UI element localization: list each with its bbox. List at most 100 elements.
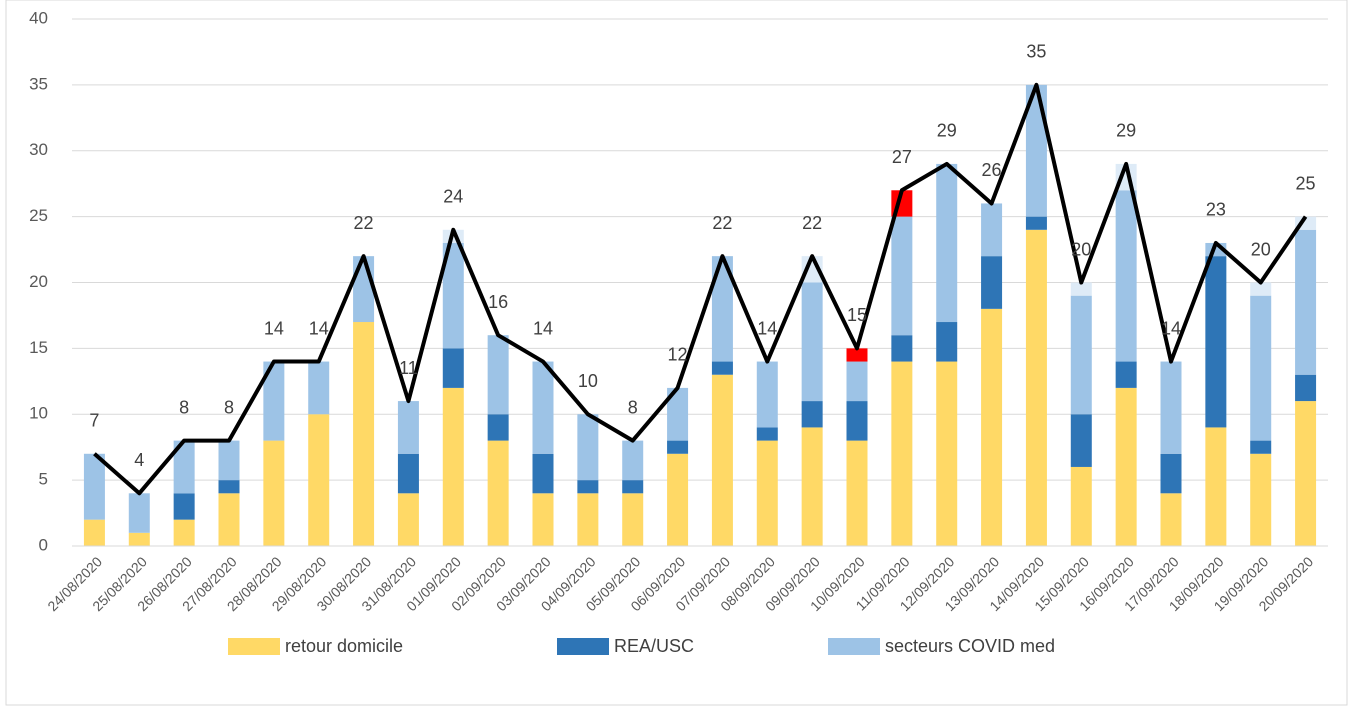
y-tick-label: 25 <box>29 206 48 225</box>
bar-segment <box>1295 374 1317 402</box>
bar-segment <box>711 361 733 375</box>
bar-segment <box>173 519 195 546</box>
data-label: 22 <box>354 213 374 233</box>
bar-segment <box>1070 295 1092 415</box>
data-label: 14 <box>757 318 777 338</box>
bar-segment <box>711 256 733 362</box>
frame <box>5 0 1348 706</box>
bar-segment <box>1025 84 1047 217</box>
bar-segment <box>1025 229 1047 547</box>
bar-segment <box>397 401 419 454</box>
y-tick-label: 0 <box>39 535 48 554</box>
data-label: 8 <box>628 397 638 417</box>
bar-segment <box>622 440 644 481</box>
y-tick-label: 30 <box>29 140 48 159</box>
data-label: 26 <box>982 160 1002 180</box>
data-label: 35 <box>1026 42 1046 62</box>
bar-segment <box>353 256 375 323</box>
data-label: 22 <box>802 213 822 233</box>
legend-swatch <box>228 638 280 655</box>
data-label: 12 <box>668 345 688 365</box>
bar-segment <box>1250 440 1272 454</box>
bar-segment <box>218 440 240 481</box>
y-tick-label: 40 <box>29 8 48 27</box>
data-label: 25 <box>1296 173 1316 193</box>
y-tick-label: 10 <box>29 404 48 423</box>
bar-segment <box>936 361 958 546</box>
bar-segment <box>487 414 509 441</box>
bar-segment <box>622 493 644 546</box>
bar-segment <box>891 216 913 336</box>
bar-segment <box>801 282 823 402</box>
bar-segment <box>891 335 913 362</box>
bar-segment <box>1250 453 1272 546</box>
bar-segment <box>577 493 599 546</box>
bar-segment <box>756 440 778 546</box>
bar-segment <box>801 401 823 428</box>
y-tick-label: 20 <box>29 272 48 291</box>
bar-segment <box>846 401 868 441</box>
bar-segment <box>667 440 689 454</box>
bar-segment <box>1160 361 1182 454</box>
bar-segment <box>846 348 868 362</box>
bar-segment <box>397 493 419 546</box>
bar-segment <box>1295 229 1317 375</box>
bar-segment <box>801 427 823 546</box>
bar-segment <box>1025 216 1047 230</box>
bar-segment <box>263 440 285 546</box>
bar-segment <box>756 361 778 428</box>
data-label: 14 <box>1161 318 1181 338</box>
bar-segment <box>353 322 375 546</box>
bar-segment <box>1115 361 1137 388</box>
total-line <box>93 82 1308 496</box>
bar-segment <box>128 532 150 546</box>
bar-segment <box>532 361 554 454</box>
bar-segment <box>1160 453 1182 494</box>
bar-segment <box>981 256 1003 309</box>
data-label: 20 <box>1071 239 1091 259</box>
bar-segment <box>577 414 599 481</box>
bar-segment <box>442 242 464 349</box>
data-label: 7 <box>89 411 99 431</box>
bar-segment <box>487 440 509 546</box>
data-label: 15 <box>847 305 867 325</box>
data-label: 16 <box>488 292 508 312</box>
bar-segment <box>1115 387 1137 546</box>
bar-segment <box>756 427 778 441</box>
data-label: 24 <box>443 187 463 207</box>
bar-segment <box>1070 282 1092 296</box>
bar-segment <box>891 361 913 546</box>
bar-segment <box>1295 401 1317 546</box>
bar-segment <box>667 387 689 441</box>
data-label: 4 <box>134 450 144 470</box>
data-label: 22 <box>712 213 732 233</box>
data-label: 23 <box>1206 200 1226 220</box>
bar-segment <box>308 361 330 415</box>
data-label: 14 <box>533 318 553 338</box>
data-label: 14 <box>264 318 284 338</box>
bar-segment <box>577 480 599 494</box>
data-label: 20 <box>1251 239 1271 259</box>
bar-segment <box>532 453 554 494</box>
bar-segment <box>532 493 554 546</box>
bar-segment <box>442 387 464 546</box>
bar-segment <box>936 163 958 323</box>
bar-segment <box>442 348 464 388</box>
y-tick-label: 5 <box>39 470 48 489</box>
bar-segment <box>1250 282 1272 296</box>
legend-swatch <box>557 638 609 655</box>
legend-swatch <box>828 638 880 655</box>
data-label: 11 <box>399 358 418 378</box>
bar-segment <box>981 203 1003 257</box>
bar-segment <box>1205 256 1227 428</box>
y-tick-label: 35 <box>29 74 48 93</box>
data-label: 10 <box>578 371 598 391</box>
bar-segment <box>263 361 285 441</box>
bar-segment <box>308 414 330 546</box>
bar-segment <box>128 493 150 533</box>
bar-segment <box>711 374 733 546</box>
bar-segment <box>397 453 419 494</box>
bar-segment <box>622 480 644 494</box>
legend-label: secteurs COVID med <box>885 636 1055 656</box>
